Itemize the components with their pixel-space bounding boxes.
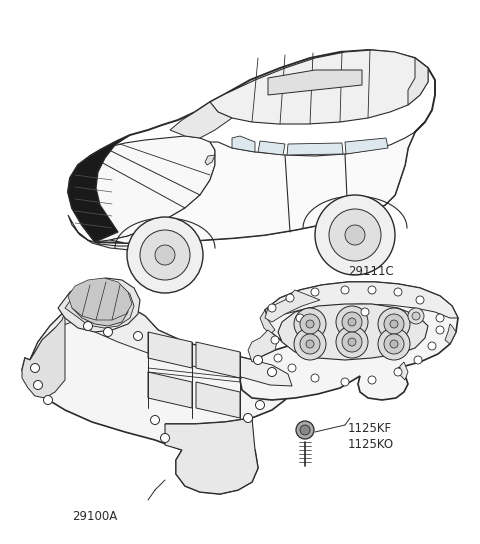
Polygon shape xyxy=(258,141,285,155)
Circle shape xyxy=(412,312,420,320)
Circle shape xyxy=(342,312,362,332)
Circle shape xyxy=(428,342,436,350)
Circle shape xyxy=(384,334,404,354)
Polygon shape xyxy=(68,50,435,243)
Polygon shape xyxy=(196,342,240,378)
Polygon shape xyxy=(170,102,232,138)
Circle shape xyxy=(31,363,39,373)
Circle shape xyxy=(306,320,314,328)
Circle shape xyxy=(311,374,319,382)
Circle shape xyxy=(345,225,365,245)
Polygon shape xyxy=(30,300,292,386)
Polygon shape xyxy=(72,286,128,326)
Circle shape xyxy=(255,400,264,410)
Polygon shape xyxy=(240,282,458,400)
Polygon shape xyxy=(287,143,343,155)
Circle shape xyxy=(315,195,395,275)
Circle shape xyxy=(416,296,424,304)
Circle shape xyxy=(394,368,402,376)
Polygon shape xyxy=(278,304,428,360)
Circle shape xyxy=(267,368,276,376)
Circle shape xyxy=(44,395,52,405)
Polygon shape xyxy=(400,362,408,380)
Circle shape xyxy=(300,334,320,354)
Circle shape xyxy=(155,245,175,265)
Circle shape xyxy=(84,322,93,331)
Circle shape xyxy=(361,308,369,316)
Circle shape xyxy=(384,314,404,334)
Circle shape xyxy=(274,354,282,362)
Polygon shape xyxy=(445,324,456,344)
Circle shape xyxy=(341,286,349,294)
Circle shape xyxy=(151,416,159,424)
Circle shape xyxy=(34,380,43,390)
Circle shape xyxy=(104,327,112,337)
Circle shape xyxy=(414,356,422,364)
Circle shape xyxy=(160,434,169,442)
Polygon shape xyxy=(345,138,388,154)
Circle shape xyxy=(436,326,444,334)
Circle shape xyxy=(348,338,356,346)
Polygon shape xyxy=(265,282,458,318)
Circle shape xyxy=(348,318,356,326)
Polygon shape xyxy=(58,278,140,332)
Circle shape xyxy=(286,294,294,302)
Polygon shape xyxy=(268,70,362,95)
Circle shape xyxy=(341,378,349,386)
Circle shape xyxy=(288,364,296,372)
Circle shape xyxy=(294,328,326,360)
Polygon shape xyxy=(68,278,132,320)
Circle shape xyxy=(300,314,320,334)
Polygon shape xyxy=(65,282,134,328)
Circle shape xyxy=(133,331,143,341)
Circle shape xyxy=(378,328,410,360)
Polygon shape xyxy=(68,135,130,242)
Polygon shape xyxy=(165,418,258,494)
Circle shape xyxy=(296,421,314,439)
Text: 29111C: 29111C xyxy=(348,265,394,278)
Circle shape xyxy=(268,304,276,312)
Circle shape xyxy=(342,332,362,352)
Polygon shape xyxy=(265,290,320,322)
Circle shape xyxy=(311,288,319,296)
Circle shape xyxy=(368,286,376,294)
Polygon shape xyxy=(110,122,425,243)
Circle shape xyxy=(390,320,398,328)
Circle shape xyxy=(294,308,326,340)
Circle shape xyxy=(300,425,310,435)
Circle shape xyxy=(253,355,263,364)
Polygon shape xyxy=(75,136,215,242)
Text: 1125KO: 1125KO xyxy=(348,438,394,451)
Circle shape xyxy=(140,230,190,280)
Circle shape xyxy=(296,314,304,322)
Circle shape xyxy=(394,288,402,296)
Polygon shape xyxy=(22,312,65,398)
Polygon shape xyxy=(196,382,240,418)
Circle shape xyxy=(336,306,368,338)
Circle shape xyxy=(390,340,398,348)
Polygon shape xyxy=(22,300,292,494)
Circle shape xyxy=(378,308,410,340)
Polygon shape xyxy=(260,310,275,334)
Polygon shape xyxy=(248,330,278,362)
Polygon shape xyxy=(205,155,215,165)
Text: 29100A: 29100A xyxy=(72,510,117,523)
Circle shape xyxy=(408,308,424,324)
Polygon shape xyxy=(68,215,178,250)
Polygon shape xyxy=(148,332,192,368)
Circle shape xyxy=(127,217,203,293)
Circle shape xyxy=(243,413,252,423)
Text: 1125KF: 1125KF xyxy=(348,422,392,435)
Polygon shape xyxy=(408,58,428,105)
Circle shape xyxy=(306,340,314,348)
Circle shape xyxy=(436,314,444,322)
Circle shape xyxy=(329,209,381,261)
Circle shape xyxy=(271,336,279,344)
Polygon shape xyxy=(210,50,428,124)
Circle shape xyxy=(368,376,376,384)
Circle shape xyxy=(336,326,368,358)
Polygon shape xyxy=(232,136,255,152)
Polygon shape xyxy=(148,372,192,408)
